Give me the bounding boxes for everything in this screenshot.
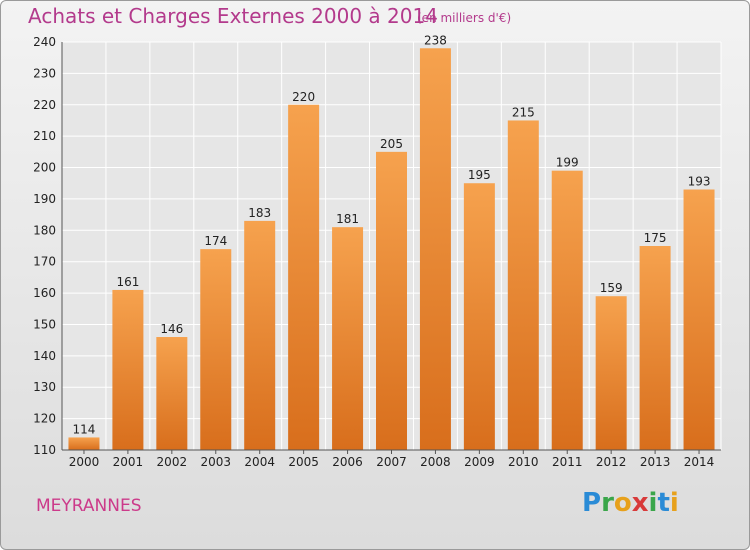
bar [463,183,495,450]
logo-letter: o [613,488,632,518]
y-tick-label: 180 [33,223,56,237]
bar-value-label: 238 [424,33,447,47]
bar-value-label: 199 [556,156,579,170]
y-tick-label: 210 [33,129,56,143]
commune-name: MEYRANNES [36,496,142,516]
y-tick-label: 120 [33,412,56,426]
bar [376,151,407,450]
x-tick-label: 2007 [376,455,407,469]
bar-value-label: 215 [512,105,535,119]
y-tick-label: 200 [33,161,56,175]
bar [595,296,627,450]
x-tick-label: 2001 [113,455,144,469]
bar-value-label: 220 [292,90,315,104]
y-tick-label: 140 [33,349,56,363]
bar-value-label: 181 [336,212,359,226]
x-tick-label: 2010 [508,455,539,469]
bar [507,120,539,450]
logo-letter: t [657,488,670,518]
logo-letter: P [582,488,602,518]
bar [288,104,320,451]
proxiti-logo: Proxiti [582,488,679,518]
logo-letter: i [669,488,679,518]
y-tick-label: 160 [33,286,56,300]
x-tick-label: 2012 [596,455,627,469]
bar [200,249,232,450]
x-tick-label: 2011 [552,455,583,469]
y-tick-label: 130 [33,380,56,394]
chart-title: Achats et Charges Externes 2000 à 2014 [28,4,438,28]
logo-letter: i [648,488,658,518]
bar [156,337,188,450]
bar [112,289,144,450]
x-tick-label: 2006 [332,455,363,469]
bar [683,189,715,450]
bar-value-label: 159 [600,281,623,295]
y-tick-label: 150 [33,317,56,331]
x-tick-label: 2000 [69,455,100,469]
y-tick-label: 110 [33,443,56,457]
x-tick-label: 2014 [684,455,715,469]
y-tick-label: 240 [33,35,56,49]
x-tick-label: 2008 [420,455,451,469]
x-tick-label: 2005 [288,455,319,469]
bar [244,220,276,450]
bar [419,48,451,451]
bar-value-label: 183 [248,206,271,220]
x-tick-label: 2002 [157,455,188,469]
bar-value-label: 114 [73,422,96,436]
bar [639,246,671,450]
y-tick-label: 230 [33,66,56,80]
bar-value-label: 161 [116,275,139,289]
logo-letter: x [631,488,649,518]
bar-value-label: 174 [204,234,227,248]
y-tick-label: 220 [33,98,56,112]
bar-value-label: 205 [380,137,403,151]
bar-value-label: 146 [160,322,183,336]
chart-subtitle: (en milliers d'€) [417,11,512,25]
bar-value-label: 175 [644,231,667,245]
y-tick-label: 190 [33,192,56,206]
x-tick-label: 2004 [244,455,275,469]
bar [551,170,583,450]
bar-value-label: 193 [688,175,711,189]
bar [332,227,364,450]
bar [68,437,100,450]
x-tick-label: 2013 [640,455,671,469]
y-tick-label: 170 [33,255,56,269]
x-tick-label: 2003 [200,455,231,469]
bar-value-label: 195 [468,168,491,182]
x-tick-label: 2009 [464,455,495,469]
logo-letter: r [601,488,614,518]
